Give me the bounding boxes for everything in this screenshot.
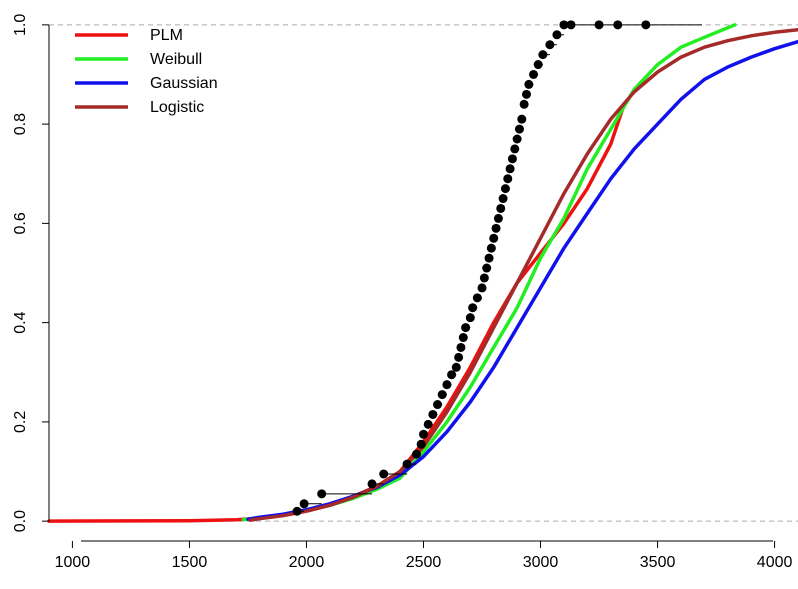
y-tick-label: 0.2 (12, 411, 29, 433)
ecdf-point (566, 20, 576, 30)
ecdf-point (423, 419, 433, 429)
series-line-logistic (248, 28, 798, 522)
ecdf-point (521, 89, 531, 99)
ecdf-point (479, 273, 489, 283)
ecdf-point (428, 409, 438, 419)
y-tick-label: 0.0 (12, 510, 29, 532)
ecdf-point (491, 223, 501, 233)
ecdf-point (317, 489, 327, 499)
ecdf-point (517, 114, 527, 124)
ecdf-point (456, 342, 466, 352)
ecdf-point (493, 213, 503, 223)
legend-label-weibull: Weibull (150, 51, 202, 68)
ecdf-point (416, 439, 426, 449)
ecdf-point (514, 124, 524, 134)
ecdf-point (545, 40, 555, 50)
x-tick-label: 1000 (55, 554, 91, 571)
ecdf-point (451, 362, 461, 372)
ecdf-point (529, 69, 539, 79)
ecdf-point (500, 184, 510, 194)
y-tick-label: 1.0 (12, 14, 29, 36)
ecdf-point (299, 499, 309, 509)
ecdf-point (486, 243, 496, 253)
ecdf-point (484, 253, 494, 263)
ecdf-point (503, 174, 513, 184)
ecdf-point (454, 352, 464, 362)
ecdf-point (472, 293, 482, 303)
empirical-cdf (292, 20, 703, 516)
ecdf-point (505, 164, 515, 174)
ecdf-point (641, 20, 651, 30)
legend-label-logistic: Logistic (150, 99, 204, 116)
series-line-weibull (241, 23, 737, 522)
ecdf-point (498, 194, 508, 204)
ecdf-point (442, 380, 452, 390)
ecdf-point (613, 20, 623, 30)
x-tick-label: 3500 (640, 554, 676, 571)
y-tick-label: 0.4 (12, 311, 29, 333)
x-tick-label: 3000 (523, 554, 559, 571)
legend-label-gaussian: Gaussian (150, 75, 218, 92)
fitted-curves (47, 23, 798, 523)
ecdf-point (447, 370, 457, 380)
ecdf-point (411, 449, 421, 459)
ecdf-point (496, 203, 506, 213)
ecdf-point (524, 79, 534, 89)
ecdf-point (292, 506, 302, 516)
ecdf-point (512, 134, 522, 144)
series-line-plm (47, 107, 625, 523)
ecdf-point (419, 429, 428, 439)
ecdf-point (367, 479, 377, 489)
axes: 1000 1500 2000 2500 3000 3500 4000 0.0 0.2 0.4 0.6… (12, 14, 792, 571)
y-tick-label: 0.6 (12, 212, 29, 234)
ecdf-point (594, 20, 604, 30)
x-tick-label: 2000 (289, 554, 325, 571)
ecdf-point (510, 144, 520, 154)
ecdf-point (519, 99, 529, 109)
ecdf-point (433, 400, 443, 410)
ecdf-point (477, 283, 487, 293)
series-line-gaussian (246, 39, 798, 521)
ecdf-point (465, 313, 475, 323)
x-tick-label: 1500 (172, 554, 208, 571)
x-tick-label: 4000 (757, 554, 793, 571)
x-tick-label: 2500 (406, 554, 442, 571)
ecdf-point (559, 20, 569, 30)
legend-label-plm: PLM (150, 27, 183, 44)
ecdf-point (538, 50, 548, 60)
ecdf-point (552, 30, 562, 40)
ecdf-point (533, 60, 543, 70)
ecdf-point (461, 323, 471, 333)
ecdf-point (458, 333, 468, 343)
legend: PLM Weibull Gaussian Logistic (75, 27, 218, 116)
ecdf-point (437, 390, 447, 400)
ecdf-point (482, 263, 492, 273)
ecdf-point (468, 303, 478, 313)
ecdf-point (402, 459, 412, 469)
y-tick-label: 0.8 (12, 113, 29, 135)
ecdf-point (379, 469, 389, 479)
ecdf-point (489, 233, 499, 243)
ecdf-point (507, 154, 517, 164)
